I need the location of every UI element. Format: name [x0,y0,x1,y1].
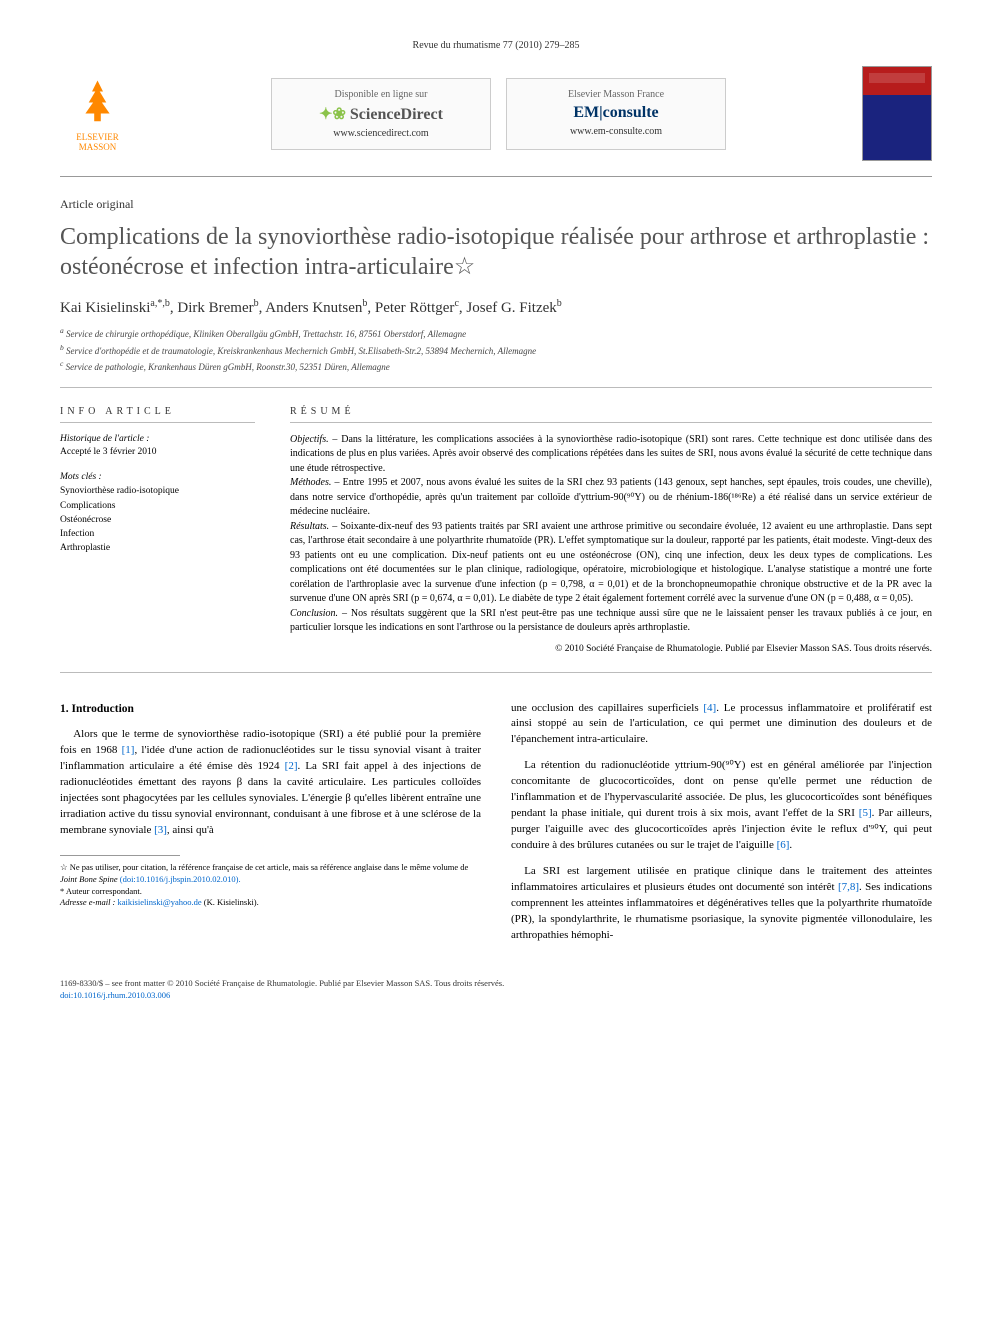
leaf-icon: ✦❀ [319,106,346,123]
article-history: Historique de l'article : Accepté le 3 f… [60,433,255,460]
intro-para-3: La SRI est largement utilisée en pratiqu… [511,864,932,944]
resume-text: Objectifs. – Dans la littérature, les co… [290,433,932,636]
ref-link-5[interactable]: [5] [859,807,872,819]
journal-header: Revue du rhumatisme 77 (2010) 279–285 [60,40,932,51]
footnote-email: Adresse e-mail : kaikisielinski@yahoo.de… [60,897,481,909]
footnotes: ☆ Ne pas utiliser, pour citation, la réf… [60,862,481,910]
section-heading-intro: 1. Introduction [60,701,481,718]
affiliation-c: c Service de pathologie, Krankenhaus Dür… [60,358,932,375]
conclusion-text: Nos résultats suggèrent que la SRI n'est… [290,608,932,634]
affiliations: a Service de chirurgie orthopédique, Kli… [60,325,932,388]
info-resume-row: INFO ARTICLE Historique de l'article : A… [60,406,932,673]
intro-para-1-cont: une occlusion des capillaires superficie… [511,701,932,749]
sciencedirect-box[interactable]: Disponible en ligne sur ✦❀ ScienceDirect… [271,78,491,150]
affiliation-b: b Service d'orthopédie et de traumatolog… [60,342,932,359]
elsevier-logo: ELSEVIER MASSON [60,69,135,159]
article-type: Article original [60,197,932,212]
email-link[interactable]: kaikisielinski@yahoo.de [118,897,202,907]
footer-copyright: 1169-8330/$ – see front matter © 2010 So… [60,978,932,990]
banner-links: Disponible en ligne sur ✦❀ ScienceDirect… [155,78,842,150]
keywords-heading: Mots clés : [60,471,255,484]
intro-para-1: Alors que le terme de synoviorthèse radi… [60,727,481,839]
footnote-corresp: * Auteur correspondant. [60,886,481,898]
article-title: Complications de la synoviorthèse radio-… [60,222,932,282]
sd-line1: Disponible en ligne sur [288,89,474,100]
resume-column: RÉSUMÉ Objectifs. – Dans la littérature,… [290,406,932,654]
objectifs-head: Objectifs. – [290,434,337,445]
body-column-right: une occlusion des capillaires superficie… [511,701,932,954]
sd-brand: ✦❀ ScienceDirect [288,104,474,124]
resultats-text: Soixante-dix-neuf des 93 patients traité… [290,521,932,605]
resume-label: RÉSUMÉ [290,406,932,423]
resultats-head: Résultats. – [290,521,337,532]
footnote-separator [60,855,180,856]
page-footer: 1169-8330/$ – see front matter © 2010 So… [60,978,932,1002]
affiliation-a: a Service de chirurgie orthopédique, Kli… [60,325,932,342]
emconsulte-box[interactable]: Elsevier Masson France EM|consulte www.e… [506,78,726,150]
authors: Kai Kisielinskia,*,b, Dirk Bremerb, Ande… [60,298,932,317]
info-article-column: INFO ARTICLE Historique de l'article : A… [60,406,255,654]
ref-link-3[interactable]: [3] [154,824,167,836]
footnote-doi-link[interactable]: (doi:10.1016/j.jbspin.2010.02.010). [120,874,241,884]
history-text: Accepté le 3 février 2010 [60,446,255,459]
body-columns: 1. Introduction Alors que le terme de sy… [60,701,932,954]
resume-copyright: © 2010 Société Française de Rhumatologie… [290,644,932,654]
methodes-text: Entre 1995 et 2007, nous avons évalué le… [290,477,932,517]
history-heading: Historique de l'article : [60,433,255,446]
keywords-list: Synoviorthèse radio-isotopiqueComplicati… [60,484,255,555]
sd-url: www.sciencedirect.com [288,128,474,139]
body-column-left: 1. Introduction Alors que le terme de sy… [60,701,481,954]
em-brand: EM|consulte [523,104,709,122]
ref-link-7-8[interactable]: [7,8] [838,881,859,893]
objectifs-text: Dans la littérature, les complications a… [290,434,932,474]
ref-link-4[interactable]: [4] [703,702,716,714]
footnote-star: ☆ Ne pas utiliser, pour citation, la réf… [60,862,481,886]
ref-link-6[interactable]: [6] [777,839,790,851]
banner-row: ELSEVIER MASSON Disponible en ligne sur … [60,66,932,177]
journal-cover-thumbnail [862,66,932,161]
footer-doi-link[interactable]: doi:10.1016/j.rhum.2010.03.006 [60,990,932,1002]
ref-link-1[interactable]: [1] [122,744,135,756]
em-line1: Elsevier Masson France [523,89,709,100]
intro-para-2: La rétention du radionucléotide yttrium-… [511,758,932,854]
elsevier-logo-text: ELSEVIER MASSON [60,133,135,153]
sd-brand-text: ScienceDirect [350,106,443,123]
ref-link-2[interactable]: [2] [285,760,298,772]
info-label: INFO ARTICLE [60,406,255,423]
conclusion-head: Conclusion. – [290,608,347,619]
em-url: www.em-consulte.com [523,126,709,137]
tree-icon [70,75,125,130]
keywords-block: Mots clés : Synoviorthèse radio-isotopiq… [60,471,255,556]
methodes-head: Méthodes. – [290,477,339,488]
